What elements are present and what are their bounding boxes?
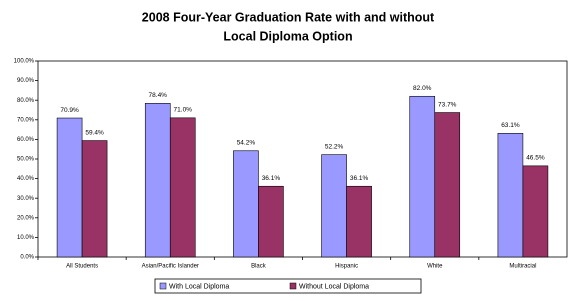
y-tick-label: 30.0% — [17, 196, 35, 202]
bar — [81, 140, 108, 258]
value-label: 73.7% — [438, 101, 457, 108]
value-label: 36.1% — [350, 175, 369, 182]
chart-subtitle: Local Diploma Option — [223, 29, 352, 43]
value-label: 70.9% — [60, 107, 79, 114]
y-tick-label: 90.0% — [17, 78, 35, 84]
legend-label: With Local Diploma — [169, 283, 229, 290]
bar — [522, 165, 549, 258]
bar — [144, 103, 171, 258]
legend-swatch — [289, 282, 297, 290]
x-tick-label: Hispanic — [335, 264, 358, 270]
y-tick-label: 60.0% — [17, 137, 35, 143]
bar — [497, 133, 524, 258]
y-tick-label: 20.0% — [17, 215, 35, 221]
legend-swatch — [159, 282, 167, 290]
value-label: 36.1% — [262, 175, 281, 182]
value-label: 63.1% — [501, 122, 520, 129]
value-label: 71.0% — [174, 107, 193, 114]
y-tick-label: 10.0% — [17, 235, 35, 241]
x-tick-label: Asian/Pacific Islander — [142, 264, 199, 270]
bar — [346, 185, 372, 258]
bar — [409, 95, 436, 258]
bar — [258, 185, 284, 258]
bar — [233, 150, 259, 258]
y-tick-label: 50.0% — [17, 157, 35, 163]
x-tick-label: All Students — [66, 264, 98, 270]
y-tick-label: 0.0% — [20, 255, 34, 261]
value-label: 82.0% — [413, 85, 432, 92]
x-tick-label: White — [427, 264, 443, 270]
y-tick-label: 70.0% — [17, 117, 35, 123]
bar — [434, 112, 461, 258]
chart-title: 2008 Four-Year Graduation Rate with and … — [142, 10, 435, 24]
legend — [154, 278, 422, 294]
x-tick-label: Multiracial — [509, 264, 536, 270]
plot-area — [37, 60, 568, 258]
x-tick-label: Black — [251, 264, 267, 270]
y-tick-label: 80.0% — [17, 98, 35, 104]
bar — [321, 154, 347, 258]
bar — [169, 117, 196, 258]
value-label: 52.2% — [325, 143, 344, 150]
value-label: 54.2% — [237, 139, 256, 146]
value-label: 46.5% — [526, 155, 545, 162]
y-tick-label: 40.0% — [17, 176, 35, 182]
value-label: 78.4% — [149, 92, 168, 99]
bar — [56, 117, 83, 258]
value-label: 59.4% — [85, 129, 104, 136]
legend-label: Without Local Diploma — [299, 283, 369, 290]
y-tick-label: 100.0% — [14, 59, 35, 65]
